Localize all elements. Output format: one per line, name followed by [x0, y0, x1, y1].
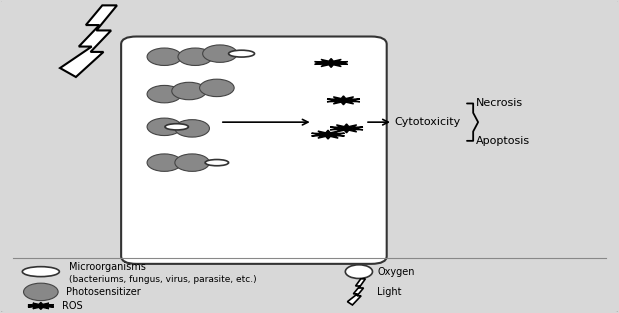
Circle shape [147, 118, 181, 136]
Text: Microorganisms: Microorganisms [69, 262, 145, 272]
Circle shape [147, 154, 181, 171]
Ellipse shape [165, 124, 188, 130]
Circle shape [199, 79, 234, 97]
Circle shape [202, 45, 237, 62]
Text: Photosensitizer: Photosensitizer [66, 287, 141, 297]
Text: Apoptosis: Apoptosis [476, 136, 530, 146]
Circle shape [147, 85, 181, 103]
Polygon shape [330, 124, 363, 133]
Polygon shape [327, 96, 360, 105]
Polygon shape [314, 59, 347, 67]
Text: Necrosis: Necrosis [476, 99, 524, 109]
Circle shape [172, 82, 206, 100]
Ellipse shape [22, 267, 59, 277]
Circle shape [175, 120, 209, 137]
Text: Cytotoxicity: Cytotoxicity [395, 117, 461, 127]
Circle shape [24, 283, 58, 300]
Circle shape [175, 154, 209, 171]
Circle shape [178, 48, 212, 65]
Text: Oxygen: Oxygen [378, 267, 415, 277]
Ellipse shape [205, 160, 228, 166]
Polygon shape [311, 130, 345, 139]
Text: ROS: ROS [63, 301, 83, 311]
Ellipse shape [228, 50, 254, 57]
Circle shape [147, 48, 181, 65]
Circle shape [345, 265, 373, 279]
Polygon shape [347, 279, 365, 305]
Text: (bacteriums, fungus, virus, parasite, etc.): (bacteriums, fungus, virus, parasite, et… [69, 275, 256, 284]
Text: Light: Light [378, 287, 402, 297]
Polygon shape [60, 5, 117, 77]
Polygon shape [28, 302, 54, 309]
FancyBboxPatch shape [121, 37, 387, 264]
